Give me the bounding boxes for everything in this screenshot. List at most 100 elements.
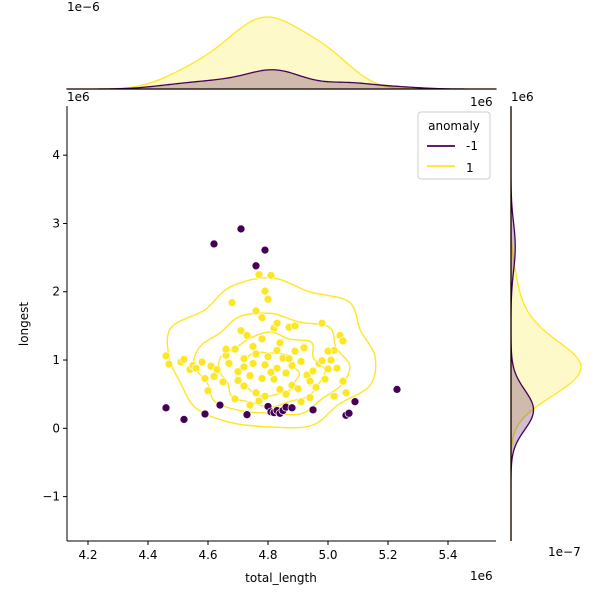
legend-title: anomaly [428,119,480,133]
scatter-point-pos1 [248,359,258,368]
y-tick-label: 3 [52,216,60,230]
scatter-point-pos1 [272,318,282,328]
scatter-point-pos1 [191,363,201,373]
y-tick-label: 0 [52,421,60,435]
scatter-point-pos1 [221,344,231,354]
scatter-point-pos1 [293,384,303,394]
scatter-point-pos1 [239,381,249,391]
scatter-point-pos1 [281,389,291,399]
scatter-point-pos1 [248,342,258,351]
x-ticks: 4.2 4.4 4.6 4.8 5.0 5.2 5.4 [78,541,458,562]
scatter-point-pos1 [296,357,306,366]
x-axis-label: total_length [245,571,317,585]
scatter-point-pos1 [311,383,321,392]
y-axis-label: longest [17,302,31,347]
legend: anomaly -1 1 [417,111,491,180]
scatter-point-pos1 [257,313,267,323]
top-marginal-offset-label: 1e−6 [67,0,100,14]
y-tick-label: 1 [52,353,60,367]
y-offset-label: 1e6 [67,90,90,104]
scatter-point-neg1 [242,410,252,420]
scatter-point-pos1 [218,377,228,387]
right-marginal: 1e6 1e−7 [510,90,582,559]
scatter-point-pos1 [161,351,171,361]
scatter-point-pos1 [209,372,219,381]
x-tick-label: 4.4 [138,548,157,562]
x-tick-label: 4.2 [78,548,97,562]
scatter-point-pos1 [251,349,261,359]
top-marginal-right-label: 1e6 [470,95,493,109]
scatter-point-neg1 [236,224,246,234]
scatter-point-pos1 [239,354,249,364]
scatter-points [161,224,402,424]
x-tick-label: 4.8 [258,548,277,562]
scatter-point-pos1 [227,298,237,308]
x-offset-label: 1e6 [470,569,493,583]
scatter-point-pos1 [230,394,240,404]
scatter-point-pos1 [224,359,234,368]
scatter-point-neg1 [350,397,360,407]
scatter-point-pos1 [230,344,240,354]
scatter-point-pos1 [296,397,306,407]
right-marginal-offset-label: 1e−7 [548,545,581,559]
x-tick-label: 4.6 [198,548,217,562]
scatter-point-neg1 [200,409,210,419]
scatter-point-neg1 [287,403,297,413]
scatter-point-pos1 [260,391,270,401]
scatter-point-pos1 [320,374,330,384]
main-axes: 4.2 4.4 4.6 4.8 5.0 5.2 5.4 −1 0 1 2 3 4 total_leng… [17,90,496,585]
scatter-point-pos1 [290,346,300,356]
scatter-point-neg1 [344,408,354,418]
legend-label-neg1: -1 [466,139,478,153]
scatter-point-neg1 [260,245,270,255]
scatter-point-pos1 [233,376,243,385]
scatter-point-pos1 [341,388,351,398]
scatter-point-pos1 [272,346,282,355]
scatter-point-pos1 [239,362,249,372]
scatter-point-pos1 [251,306,261,316]
scatter-point-pos1 [329,391,339,401]
x-tick-label: 5.0 [318,548,337,562]
y-tick-label: 2 [52,285,60,299]
scatter-point-pos1 [203,386,213,396]
scatter-point-pos1 [257,374,267,383]
scatter-point-pos1 [290,321,300,331]
scatter-point-pos1 [326,355,336,365]
scatter-point-neg1 [179,415,189,424]
scatter-point-pos1 [323,346,333,356]
scatter-point-neg1 [215,400,225,410]
right-marginal-top-label: 1e6 [511,90,534,104]
scatter-point-pos1 [338,336,348,346]
scatter-point-pos1 [179,355,189,364]
scatter-point-pos1 [200,374,210,383]
scatter-point-pos1 [197,357,207,367]
scatter-point-pos1 [305,376,315,386]
scatter-point-pos1 [275,338,285,348]
scatter-point-pos1 [266,271,276,280]
scatter-point-pos1 [305,393,315,402]
scatter-point-pos1 [263,352,273,361]
scatter-point-pos1 [281,368,291,378]
top-marginal-density-neg1 [66,69,497,90]
scatter-point-pos1 [254,396,264,406]
scatter-point-pos1 [260,360,270,370]
scatter-point-pos1 [233,367,243,376]
scatter-point-pos1 [257,334,267,344]
scatter-point-pos1 [245,400,255,410]
scatter-point-pos1 [245,371,255,381]
scatter-point-neg1 [308,405,318,415]
y-tick-label: −1 [42,490,60,504]
y-ticks: −1 0 1 2 3 4 [42,148,67,504]
scatter-point-pos1 [284,354,294,364]
scatter-point-pos1 [272,363,282,373]
y-tick-label: 4 [52,148,60,162]
scatter-point-neg1 [209,239,219,249]
right-marginal-density-1 [510,106,582,541]
scatter-point-pos1 [251,388,261,398]
scatter-point-pos1 [317,318,327,328]
scatter-point-pos1 [260,286,270,296]
legend-label-1: 1 [466,161,474,175]
scatter-point-pos1 [308,366,318,376]
scatter-point-pos1 [338,376,348,386]
